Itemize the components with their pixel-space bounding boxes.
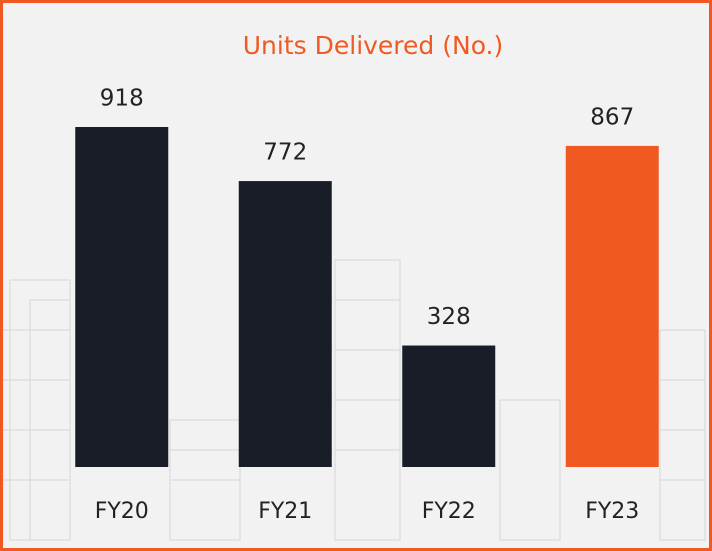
x-tick-label: FY21: [258, 499, 312, 524]
building-sketch: [0, 259, 706, 541]
value-label: 328: [427, 304, 471, 330]
x-tick-label: FY23: [585, 499, 639, 524]
bar: [402, 345, 496, 467]
x-tick-label: FY22: [422, 499, 476, 524]
value-label: 918: [100, 86, 144, 112]
x-tick-label: FY20: [95, 499, 149, 524]
value-label: 867: [590, 104, 634, 130]
chart-title: Units Delivered (No.): [243, 31, 504, 60]
bar: [565, 145, 659, 467]
bar: [75, 127, 169, 467]
bar: [238, 181, 332, 467]
value-label: 772: [263, 140, 307, 166]
